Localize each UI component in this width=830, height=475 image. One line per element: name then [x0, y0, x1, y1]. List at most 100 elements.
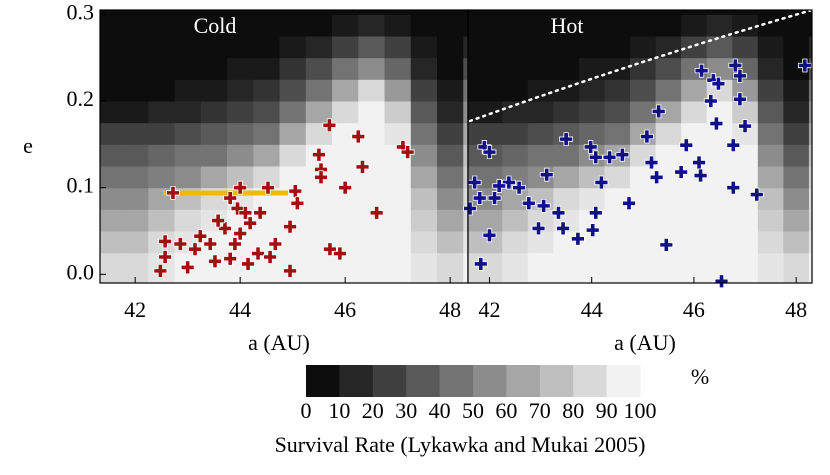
data-point: [338, 180, 353, 195]
colorbar-tick-label: 30: [395, 398, 417, 423]
data-point: [709, 116, 724, 131]
data-point: [228, 237, 242, 251]
data-point: [203, 237, 218, 251]
heatmap-cell: [757, 122, 784, 145]
heatmap-cell: [437, 36, 464, 59]
heatmap-cell: [604, 231, 631, 254]
heatmap-cell: [384, 10, 412, 15]
heatmap-cell: [200, 101, 228, 124]
heatmap-cell: [808, 122, 812, 145]
heatmap-cell: [808, 252, 812, 283]
heatmap-cell: [100, 10, 123, 15]
colorbar-block: [306, 365, 340, 397]
heatmap-cell: [578, 122, 605, 145]
colorbar-block: [372, 365, 407, 397]
heatmap-cell: [468, 144, 478, 167]
heatmap-cell: [476, 10, 503, 15]
colorbar-tick-label: 60: [495, 398, 517, 423]
heatmap-cell: [463, 101, 468, 124]
heatmap-cell: [100, 252, 123, 283]
heatmap-cell: [174, 79, 202, 102]
data-point: [679, 138, 694, 153]
heatmap-cell: [463, 231, 468, 254]
heatmap-cell: [630, 252, 657, 283]
data-point: [622, 196, 636, 211]
heatmap-cell: [384, 187, 412, 210]
heatmap-cell: [305, 10, 333, 15]
data-point: [501, 175, 516, 190]
heatmap-cell: [604, 209, 631, 232]
heatmap-cell: [502, 36, 529, 59]
data-point: [694, 63, 709, 78]
heatmap-cell: [100, 144, 123, 167]
heatmap-cell: [527, 79, 554, 102]
heatmap-cell: [122, 14, 149, 37]
heatmap-cell: [783, 122, 810, 145]
heatmap-cell: [227, 79, 254, 102]
heatmap-cell: [476, 122, 503, 145]
heatmap-cell: [305, 14, 333, 37]
heatmap-cell: [305, 36, 333, 59]
heatmap-cell: [358, 122, 386, 145]
heatmap-cell: [553, 101, 580, 124]
heatmap-cell: [174, 252, 202, 283]
data-point: [640, 129, 654, 144]
heatmap-cell: [553, 57, 580, 80]
data-point: [314, 170, 328, 185]
heatmap-cell: [174, 209, 202, 232]
heatmap-cell: [410, 252, 438, 283]
data-point: [173, 237, 188, 251]
heatmap-cell: [410, 144, 438, 167]
heatmap-cell: [437, 14, 464, 37]
heatmap-cell: [757, 36, 784, 59]
y-tick-label: 0.0: [67, 259, 95, 284]
heatmap-cell: [122, 252, 149, 283]
heatmap-cell: [604, 14, 631, 37]
colorbar-block: [506, 365, 541, 397]
colorbar-block: [473, 365, 507, 397]
data-point: [585, 223, 600, 238]
heatmap-cell: [681, 209, 708, 232]
heatmap-cell: [604, 57, 631, 80]
heatmap-cell: [783, 10, 810, 15]
heatmap-cell: [384, 209, 412, 232]
colorbar-tick-label: 10: [328, 398, 350, 423]
data-point: [521, 196, 536, 211]
heatmap-cell: [681, 14, 708, 37]
data-point: [651, 104, 666, 119]
heatmap-cell: [630, 166, 657, 189]
x-tick-label: 46: [683, 297, 705, 322]
heatmap-cell: [681, 252, 708, 283]
heatmap-cell: [332, 122, 359, 145]
heatmap-cell: [757, 231, 784, 254]
heatmap-cell: [630, 10, 657, 15]
heatmap-cell: [100, 231, 123, 254]
heatmap-cell: [410, 166, 438, 189]
heatmap-cell: [358, 187, 386, 210]
data-point: [180, 260, 195, 275]
heatmap-cell: [468, 79, 478, 102]
heatmap-cell: [200, 166, 228, 189]
heatmap-cell: [410, 187, 438, 210]
colorbar-block: [406, 365, 441, 397]
heatmap-cell: [706, 166, 733, 189]
heatmap-cell: [468, 252, 478, 283]
heatmap-cell: [384, 36, 412, 59]
heatmap-cell: [578, 10, 605, 15]
heatmap-cell: [578, 252, 605, 283]
heatmap-cell: [553, 79, 580, 102]
heatmap-cell: [732, 209, 759, 232]
heatmap-cell: [332, 209, 359, 232]
heatmap-cell: [410, 79, 438, 102]
data-point: [726, 138, 741, 153]
heatmap-cell: [279, 144, 307, 167]
heatmap-cell: [706, 144, 733, 167]
heatmap-cell: [757, 79, 784, 102]
data-point: [251, 246, 265, 261]
heatmap-cell: [655, 144, 682, 167]
heatmap-cell: [253, 57, 281, 80]
heatmap-cell: [578, 231, 605, 254]
heatmap-cell: [476, 79, 503, 102]
heatmap-cell: [437, 57, 464, 80]
heatmap-cell: [502, 209, 529, 232]
